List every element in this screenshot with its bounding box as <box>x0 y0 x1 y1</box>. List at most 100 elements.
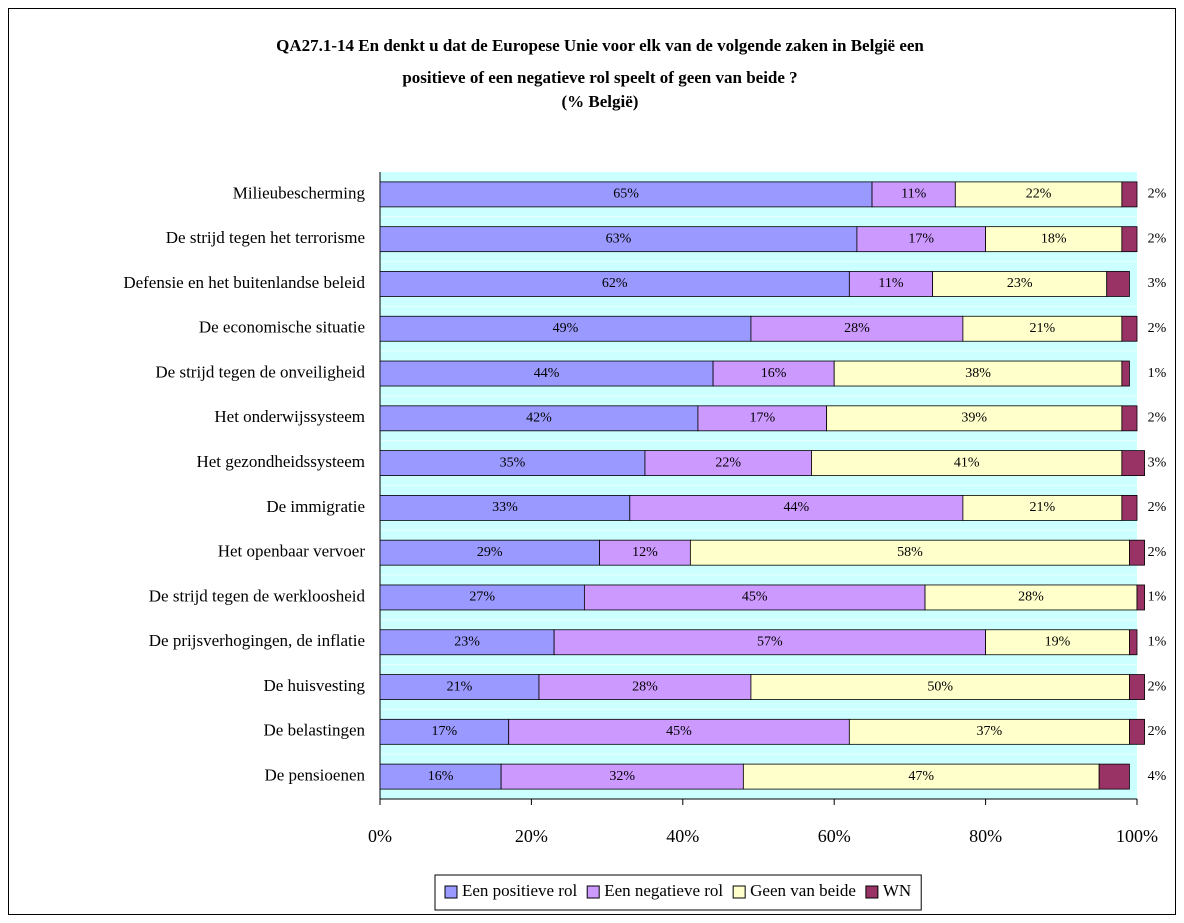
bar-segment <box>379 718 510 745</box>
bar-segment <box>1129 674 1145 700</box>
value-label: 17% <box>432 724 458 739</box>
bar-segment <box>985 629 1130 656</box>
bar-segment <box>924 584 1138 611</box>
value-label: 1% <box>1148 590 1167 605</box>
value-label: 28% <box>1018 590 1044 605</box>
bar-segment <box>1121 315 1138 342</box>
category-label: De economische situatie <box>199 318 365 337</box>
bar-segment <box>1121 226 1138 253</box>
value-label: 33% <box>492 500 518 515</box>
bar-segment <box>742 763 1100 790</box>
value-label: 63% <box>606 231 632 246</box>
value-label: 21% <box>1030 500 1056 515</box>
legend-label: Een positieve rol <box>462 881 577 900</box>
value-label: 45% <box>742 590 768 605</box>
value-label: 22% <box>715 455 741 470</box>
value-label: 47% <box>908 769 934 784</box>
bar-segment <box>379 315 752 342</box>
category-label: De belastingen <box>264 721 366 740</box>
bar-segment <box>712 360 835 387</box>
bar-segment <box>871 181 956 208</box>
value-label: 44% <box>534 366 560 381</box>
bar-segment <box>379 763 502 790</box>
bar-segment <box>379 674 540 700</box>
category-label: De strijd tegen de werkloosheid <box>149 586 366 605</box>
bar-segment <box>583 584 926 611</box>
value-label: 4% <box>1148 769 1167 784</box>
value-label: 41% <box>954 455 980 470</box>
x-tick-label: 20% <box>515 826 548 846</box>
value-label: 1% <box>1148 634 1167 649</box>
value-label: 23% <box>1007 276 1033 291</box>
bar-segment <box>848 271 934 297</box>
bar-segment <box>856 226 986 253</box>
bar-segment <box>1136 584 1145 611</box>
legend-label: Geen van beide <box>750 881 856 900</box>
value-label: 57% <box>757 634 783 649</box>
value-label: 39% <box>961 411 987 426</box>
bar-segment <box>379 271 850 297</box>
bar-segment <box>599 539 691 566</box>
bar-segment <box>811 450 1123 477</box>
value-label: 2% <box>1148 724 1167 739</box>
value-label: 23% <box>454 634 480 649</box>
x-tick-label: 100% <box>1116 826 1158 846</box>
value-label: 2% <box>1148 411 1167 426</box>
bar-segment <box>644 450 812 477</box>
value-label: 50% <box>927 679 953 694</box>
category-label: Defensie en het buitenlandse beleid <box>123 273 365 292</box>
bar-segment <box>689 539 1130 566</box>
value-label: 21% <box>1030 321 1056 336</box>
bar-segment <box>1121 360 1130 387</box>
category-label: De pensioenen <box>264 766 365 785</box>
category-label: Het onderwijssysteem <box>214 407 365 426</box>
value-label: 12% <box>632 545 658 560</box>
bar-segment <box>379 584 585 611</box>
bar-segment <box>1121 450 1145 477</box>
category-label: De prijsverhogingen, de inflatie <box>149 631 365 650</box>
bar-segment <box>1129 629 1138 656</box>
legend-swatch <box>865 885 879 899</box>
value-label: 2% <box>1148 231 1167 246</box>
legend-label: WN <box>883 881 911 900</box>
value-label: 65% <box>613 187 639 202</box>
bar-segment <box>1106 271 1130 297</box>
value-label: 17% <box>749 411 775 426</box>
value-label: 11% <box>901 187 926 202</box>
value-label: 62% <box>602 276 628 291</box>
legend-swatch <box>586 885 600 899</box>
bar-segment <box>1121 494 1138 521</box>
bar-segment <box>553 629 986 656</box>
value-label: 1% <box>1148 366 1167 381</box>
bar-segment <box>379 539 600 566</box>
chart-title: (% België) <box>562 92 639 111</box>
legend-box <box>434 874 922 911</box>
value-label: 58% <box>897 545 923 560</box>
bar-segment <box>697 405 828 432</box>
x-tick-label: 60% <box>818 826 851 846</box>
value-label: 37% <box>977 724 1003 739</box>
bar-segment <box>954 181 1123 208</box>
value-label: 44% <box>784 500 810 515</box>
bar-segment <box>629 494 964 521</box>
value-label: 32% <box>609 769 635 784</box>
category-label: De strijd tegen de onveiligheid <box>155 362 365 381</box>
value-label: 21% <box>447 679 473 694</box>
value-label: 2% <box>1148 679 1167 694</box>
value-label: 22% <box>1026 187 1052 202</box>
bar-segment <box>962 315 1123 342</box>
value-label: 28% <box>632 679 658 694</box>
bar-segment <box>379 494 631 521</box>
bar-segment <box>833 360 1123 387</box>
legend-swatch <box>444 885 458 899</box>
value-label: 11% <box>878 276 903 291</box>
value-label: 2% <box>1148 545 1167 560</box>
value-label: 2% <box>1148 187 1167 202</box>
value-label: 17% <box>908 231 934 246</box>
bar-segment <box>379 181 873 208</box>
bar-segment <box>538 674 752 700</box>
value-label: 42% <box>526 411 552 426</box>
value-label: 45% <box>666 724 692 739</box>
category-label: De strijd tegen het terrorisme <box>166 228 365 247</box>
